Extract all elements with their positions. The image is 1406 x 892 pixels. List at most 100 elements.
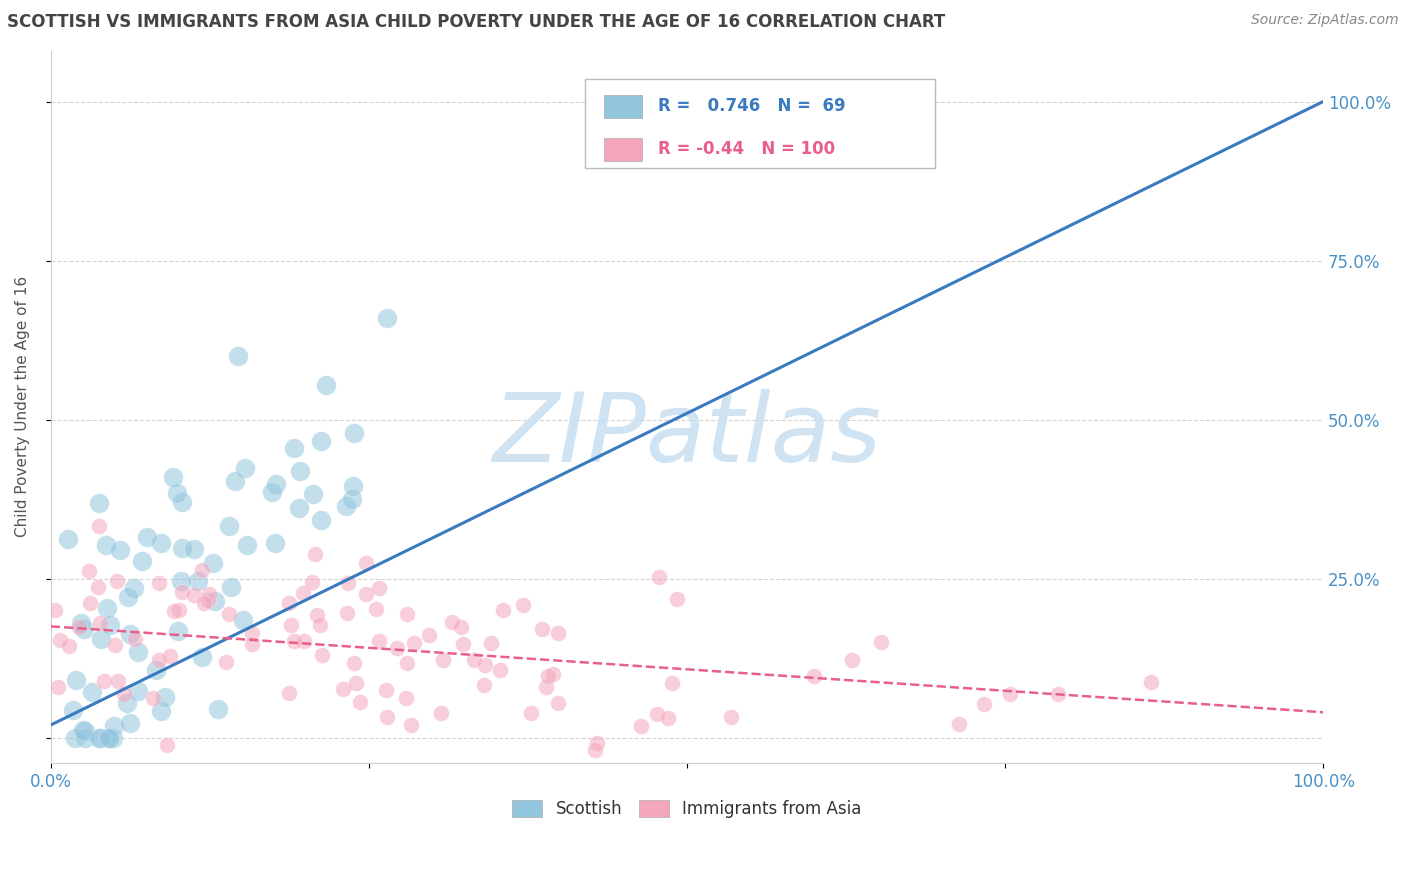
Point: [98, 731, 121, 745]
Point: [162, 470, 184, 484]
Point: [396, 656, 419, 670]
Point: [215, 656, 238, 670]
Point: [304, 547, 326, 561]
Point: [366, 602, 388, 616]
Point: [90, 632, 112, 646]
Point: [62, 703, 84, 717]
Point: [349, 695, 371, 709]
Point: [287, 501, 309, 516]
Point: [67, 620, 90, 634]
Point: [479, 636, 502, 650]
Point: [163, 604, 186, 618]
Point: [101, 731, 124, 745]
Point: [474, 657, 496, 672]
Point: [232, 613, 254, 627]
Point: [394, 691, 416, 706]
Point: [72, 723, 94, 737]
Point: [451, 637, 474, 651]
Point: [277, 686, 299, 700]
Point: [531, 622, 554, 636]
Point: [432, 653, 454, 667]
Point: [58, 533, 80, 547]
Point: [343, 425, 366, 440]
Point: [309, 618, 332, 632]
Point: [235, 538, 257, 552]
Point: [142, 691, 165, 706]
Point: [534, 680, 557, 694]
Point: [183, 588, 205, 602]
Point: [948, 717, 970, 731]
Point: [375, 709, 398, 723]
Point: [666, 591, 689, 606]
Point: [170, 495, 193, 509]
Text: R = -0.44   N = 100: R = -0.44 N = 100: [658, 140, 835, 158]
Point: [335, 499, 357, 513]
Point: [630, 719, 652, 733]
Point: [114, 687, 136, 701]
Point: [344, 675, 367, 690]
Point: [354, 587, 377, 601]
Point: [309, 512, 332, 526]
Point: [336, 575, 359, 590]
Point: [240, 625, 263, 640]
Point: [418, 628, 440, 642]
Point: [115, 696, 138, 710]
Point: [218, 607, 240, 621]
Point: [75, 731, 97, 745]
Point: [288, 464, 311, 478]
Point: [167, 624, 190, 638]
Point: [183, 541, 205, 556]
Point: [224, 474, 246, 488]
Point: [292, 634, 315, 648]
Point: [117, 590, 139, 604]
Point: [302, 487, 325, 501]
Point: [156, 738, 179, 752]
Point: [228, 350, 250, 364]
Point: [367, 634, 389, 648]
Point: [120, 627, 142, 641]
Point: [356, 556, 378, 570]
Point: [172, 541, 194, 555]
Point: [148, 653, 170, 667]
Point: [166, 486, 188, 500]
Point: [135, 530, 157, 544]
Point: [336, 607, 359, 621]
Point: [73, 622, 96, 636]
Point: [240, 637, 263, 651]
Point: [198, 587, 221, 601]
Point: [547, 696, 569, 710]
Point: [89, 496, 111, 510]
Point: [1139, 675, 1161, 690]
Point: [488, 664, 510, 678]
Point: [264, 476, 287, 491]
FancyBboxPatch shape: [605, 138, 643, 161]
Point: [472, 678, 495, 692]
Point: [402, 636, 425, 650]
Point: [283, 634, 305, 648]
Text: ZIPatlas: ZIPatlas: [492, 389, 882, 482]
Point: [343, 657, 366, 671]
Point: [63, 731, 86, 745]
Point: [82, 685, 104, 699]
Point: [90, 731, 112, 745]
Point: [87, 580, 110, 594]
Point: [98, 618, 121, 632]
Point: [127, 645, 149, 659]
Point: [463, 653, 485, 667]
Point: [585, 736, 607, 750]
Point: [512, 599, 534, 613]
Point: [541, 666, 564, 681]
Point: [340, 491, 363, 506]
Point: [202, 557, 225, 571]
Point: [105, 574, 128, 588]
Y-axis label: Child Poverty Under the Age of 16: Child Poverty Under the Age of 16: [15, 277, 30, 538]
Point: [870, 635, 893, 649]
Point: [104, 638, 127, 652]
Point: [65, 673, 87, 688]
Point: [260, 484, 283, 499]
Point: [159, 648, 181, 663]
Point: [73, 723, 96, 738]
Point: [342, 479, 364, 493]
Text: SCOTTISH VS IMMIGRANTS FROM ASIA CHILD POVERTY UNDER THE AGE OF 16 CORRELATION C: SCOTTISH VS IMMIGRANTS FROM ASIA CHILD P…: [7, 13, 945, 31]
Point: [492, 603, 515, 617]
